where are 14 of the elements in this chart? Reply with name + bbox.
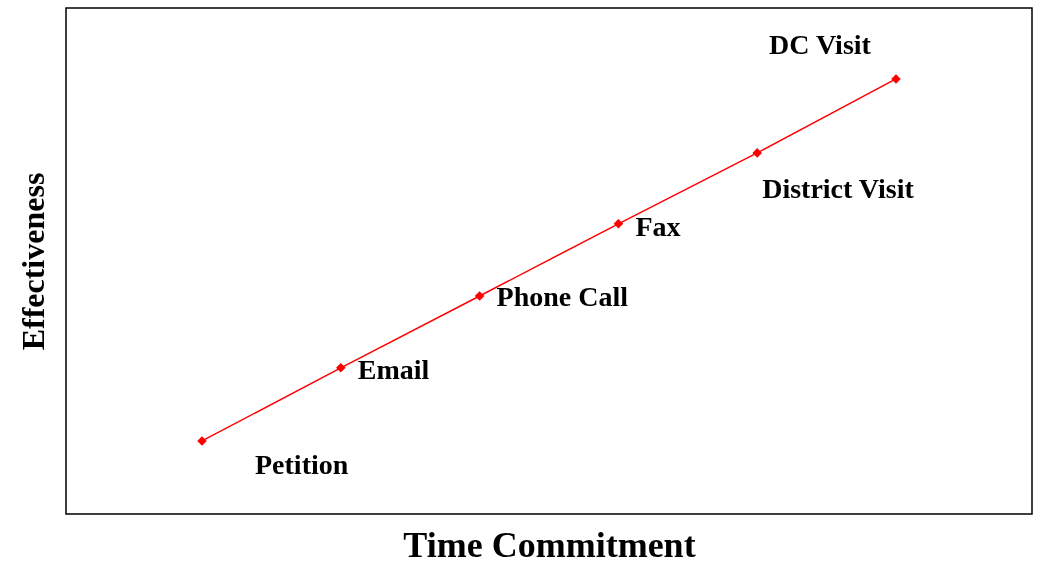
text: DC Visit: [768, 28, 872, 60]
point: [891, 74, 901, 84]
point: [752, 148, 762, 158]
annotation: District Visit: [762, 172, 915, 204]
annotation: Petition: [255, 448, 349, 480]
x-axis-title: Time Commitment: [403, 524, 696, 565]
annotation: Phone Call: [496, 281, 629, 313]
point: [475, 291, 484, 301]
point: [197, 436, 207, 446]
annotation: Email: [357, 353, 430, 385]
y-axis-title: Effectiveness: [14, 172, 51, 351]
point: [614, 219, 623, 229]
annotation: Fax: [635, 210, 681, 242]
point: [336, 363, 346, 373]
